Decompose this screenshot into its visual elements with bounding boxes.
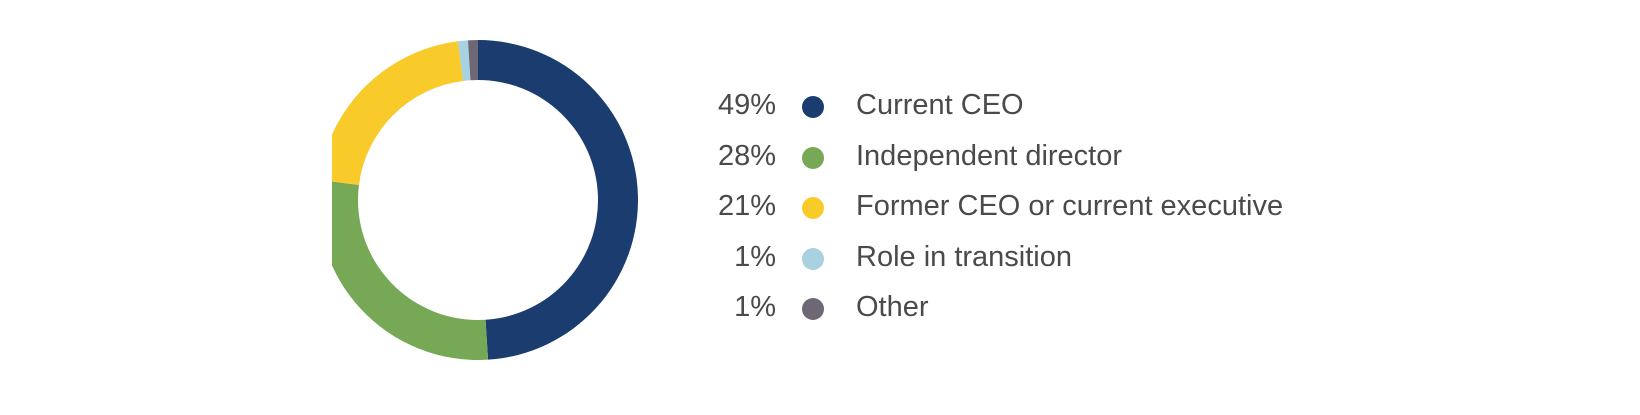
donut-slice-current-ceo <box>478 40 638 360</box>
legend-item-former-ceo: 21% Former CEO or current executive <box>640 183 1340 234</box>
legend-item-role-in-transition: 1% Role in transition <box>640 234 1340 285</box>
legend-label: Other <box>856 291 929 323</box>
legend-item-independent-director: 28% Independent director <box>640 133 1340 184</box>
legend-label: Current CEO <box>856 89 1024 121</box>
legend-label: Former CEO or current executive <box>856 190 1284 222</box>
legend-value: 1% <box>734 240 776 273</box>
donut-slice-independent-director <box>332 181 489 360</box>
legend-swatch <box>802 298 824 320</box>
legend-value: 49% <box>717 89 776 121</box>
legend-swatch <box>802 247 824 270</box>
legend-label: Role in transition <box>856 240 1072 273</box>
donut-chart <box>332 40 638 360</box>
legend-swatch <box>802 197 824 219</box>
legend-label: Independent director <box>856 139 1123 172</box>
legend-value: 21% <box>717 190 776 222</box>
donut-slice-role-in-transition <box>457 40 471 81</box>
legend-swatch <box>802 146 824 169</box>
legend-value: 1% <box>734 291 776 323</box>
chart-legend: 49% Current CEO 28% Independent director… <box>640 82 1340 335</box>
legend-item-current-ceo: 49% Current CEO <box>640 82 1340 133</box>
legend-swatch <box>802 96 824 118</box>
donut-slice-former-ceo-or-current-executive <box>332 41 463 185</box>
legend-item-other: 1% Other <box>640 284 1340 335</box>
donut-slice-other <box>467 40 478 81</box>
legend-value: 28% <box>717 139 776 172</box>
